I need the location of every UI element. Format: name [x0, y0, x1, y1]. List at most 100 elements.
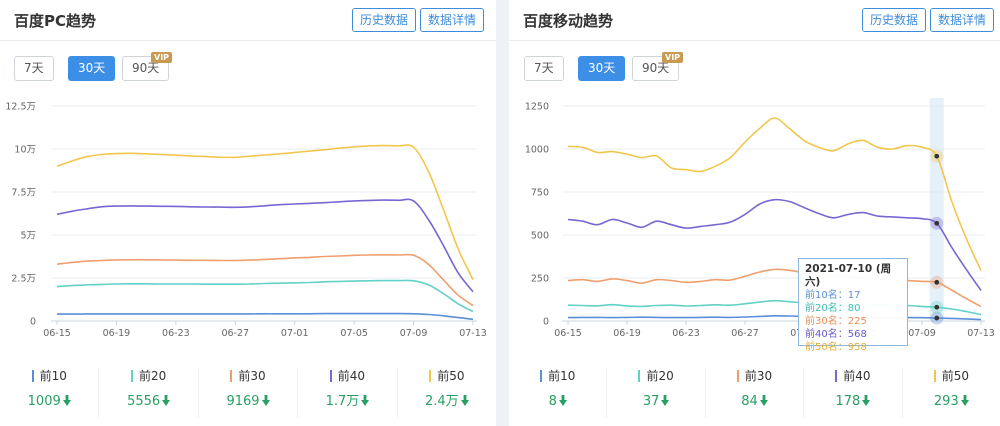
arrow-down-icon — [862, 395, 871, 406]
legend-value: 178 — [804, 393, 901, 411]
legend-value-text: 178 — [835, 394, 861, 409]
legend-name: 前10 — [509, 368, 606, 384]
x-tick-label: 07-09 — [908, 328, 936, 339]
series-line-前40 — [56, 198, 474, 293]
tooltip-row-top10: 前10名：17 — [805, 290, 861, 301]
hover-band — [929, 98, 944, 321]
range-90d-button[interactable]: 90天 — [122, 56, 170, 81]
x-tick-label: 06-23 — [162, 328, 190, 339]
legend-value: 2.4万 — [398, 393, 496, 411]
legend-name: 前10 — [0, 368, 98, 384]
series-line-前30 — [567, 268, 982, 308]
legend-item-前40[interactable]: 前40 178 — [804, 368, 903, 418]
y-tick-label: 0 — [30, 317, 36, 328]
x-tick-label: 06-19 — [103, 328, 131, 339]
legend-label: 前50 — [941, 369, 969, 383]
legend-color-bar — [638, 370, 641, 382]
mobile-trend-chart: 0 250 500 750 1000 1250 06-15 06-19 06-23 06-27 07… — [525, 98, 995, 339]
arrow-down-icon — [261, 395, 270, 406]
data-detail-button[interactable]: 数据详情 — [930, 8, 995, 32]
legend-name: 前40 — [804, 368, 901, 384]
history-data-button[interactable]: 历史数据 — [352, 8, 417, 32]
legend-value: 8 — [509, 393, 606, 411]
arrow-down-icon — [558, 395, 567, 406]
legend-color-bar — [736, 370, 739, 382]
chart-tooltip: 2021-07-10 (周六) 前10名：17 前20名：80 前30名：225… — [798, 258, 908, 353]
legend-color-bar — [540, 370, 543, 382]
x-tick-label: 06-23 — [672, 328, 700, 339]
series-line-前20 — [567, 299, 982, 316]
header-divider — [0, 40, 496, 41]
arrow-down-icon — [62, 395, 71, 406]
x-tick-label: 07-01 — [281, 328, 309, 339]
tooltip-row-top50: 前50名：958 — [805, 342, 867, 353]
legend-value: 9169 — [199, 393, 297, 411]
pc-trend-panel: 百度PC趋势 历史数据 数据详情 7天 30天 90天 VIP 0 2.5万 5万 7… — [0, 0, 496, 426]
legend-color-bar — [31, 370, 34, 382]
series-line-前10 — [567, 314, 982, 321]
legend-color-bar — [429, 370, 432, 382]
tooltip-title: 2021-07-10 (周六) — [805, 263, 892, 288]
series-line-前20 — [56, 279, 474, 313]
range-7d-button[interactable]: 7天 — [524, 56, 564, 81]
range-30d-button[interactable]: 30天 — [578, 56, 626, 81]
tooltip-row-top20: 前20名：80 — [805, 303, 861, 314]
x-tick-label: 06-19 — [613, 328, 641, 339]
range-90d-button[interactable]: 90天 — [632, 56, 680, 81]
y-tick-label: 2.5万 — [11, 274, 36, 285]
history-data-button[interactable]: 历史数据 — [862, 8, 927, 32]
y-tick-label: 5万 — [20, 231, 36, 242]
legend-item-前40[interactable]: 前40 1.7万 — [298, 368, 398, 418]
series-line-前50 — [56, 144, 474, 281]
legend-item-前10[interactable]: 前10 8 — [509, 368, 608, 418]
legend-item-前10[interactable]: 前10 1009 — [0, 368, 100, 418]
range-30d-button[interactable]: 30天 — [68, 56, 116, 81]
arrow-down-icon — [960, 395, 969, 406]
legend-item-前20[interactable]: 前20 37 — [607, 368, 706, 418]
y-tick-label: 750 — [531, 188, 549, 199]
legend-name: 前40 — [298, 368, 396, 384]
data-detail-button[interactable]: 数据详情 — [420, 8, 485, 32]
series-line-前40 — [567, 198, 982, 291]
x-tick-label: 06-15 — [554, 328, 582, 339]
mobile-legend: 前10 8 前20 37 前30 84 前40 178 前50 293 — [509, 368, 1000, 418]
legend-value: 1.7万 — [298, 393, 396, 411]
legend-name: 前50 — [398, 368, 496, 384]
legend-name: 前20 — [607, 368, 704, 384]
tooltip-row-top40: 前40名：568 — [805, 329, 867, 340]
hover-point — [934, 315, 940, 321]
legend-value-text: 8 — [548, 394, 557, 409]
y-tick-label: 250 — [531, 274, 549, 285]
legend-color-bar — [933, 370, 936, 382]
vip-badge: VIP — [151, 52, 173, 63]
x-tick-label: 06-27 — [731, 328, 759, 339]
legend-label: 前10 — [39, 369, 67, 383]
legend-item-前30[interactable]: 前30 84 — [706, 368, 805, 418]
legend-value: 5556 — [99, 393, 197, 411]
header-divider — [509, 40, 1000, 41]
legend-item-前30[interactable]: 前30 9169 — [199, 368, 299, 418]
panel-title: 百度移动趋势 — [523, 12, 614, 30]
pc-legend: 前10 1009 前20 5556 前30 9169 前40 1.7万 前50 2.4万 — [0, 368, 496, 418]
hover-point — [934, 220, 940, 226]
y-tick-label: 0 — [543, 317, 549, 328]
legend-value-text: 84 — [741, 394, 758, 409]
range-7d-button[interactable]: 7天 — [14, 56, 54, 81]
mobile-trend-panel: 百度移动趋势 历史数据 数据详情 7天 30天 90天 VIP 0 250 500 7… — [509, 0, 1000, 426]
legend-item-前20[interactable]: 前20 5556 — [99, 368, 199, 418]
legend-label: 前30 — [744, 369, 773, 383]
arrow-down-icon — [460, 395, 469, 406]
y-tick-label: 500 — [531, 231, 549, 242]
y-tick-label: 1000 — [525, 145, 549, 156]
legend-label: 前50 — [437, 369, 465, 383]
x-tick-label: 07-09 — [400, 328, 428, 339]
legend-value-text: 2.4万 — [424, 394, 459, 409]
legend-item-前50[interactable]: 前50 2.4万 — [398, 368, 496, 418]
x-tick-label: 07-13 — [967, 328, 995, 339]
panel-gap — [496, 0, 509, 426]
legend-item-前50[interactable]: 前50 293 — [903, 368, 1000, 418]
legend-label: 前40 — [337, 369, 366, 383]
arrow-down-icon — [759, 395, 768, 406]
x-tick-label: 06-27 — [221, 328, 249, 339]
series-line-前10 — [56, 312, 474, 321]
